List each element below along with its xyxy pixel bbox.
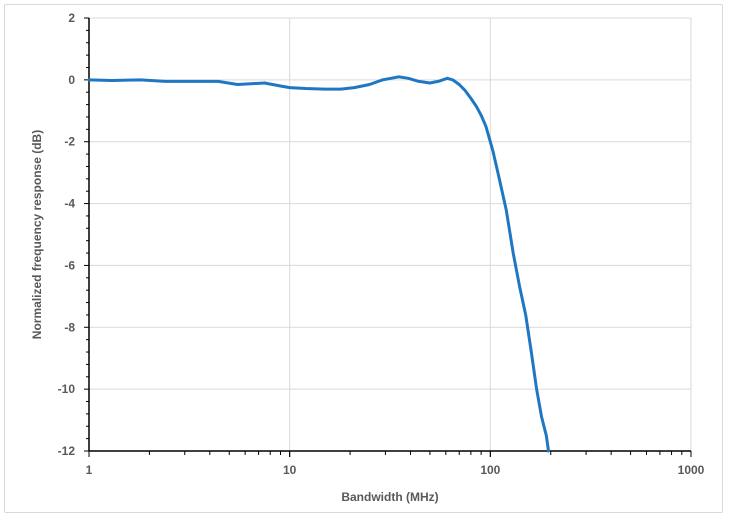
y-tick-label: -6 — [64, 258, 75, 272]
series-layer — [87, 75, 550, 453]
tick-labels: 2 0 -2 -4 -6 -8 -10 -12 1 10 100 1000 — [58, 11, 705, 477]
y-tick-label: -8 — [64, 320, 75, 334]
y-axis-title: Normalized frequency response (dB) — [30, 130, 44, 339]
y-tick-label: -12 — [58, 444, 76, 458]
x-tick-label: 1 — [86, 463, 93, 477]
y-tick-label: -2 — [64, 135, 75, 149]
chart-frame — [4, 4, 723, 513]
x-axis-title: Bandwidth (MHz) — [341, 490, 438, 504]
y-tick-label: 0 — [68, 73, 75, 87]
x-tick-label: 10 — [283, 463, 297, 477]
y-tick-label: -4 — [64, 197, 75, 211]
x-tick-label: 1000 — [678, 463, 705, 477]
axes — [84, 17, 692, 457]
y-tick-label: 2 — [68, 11, 75, 25]
series-line — [87, 75, 550, 453]
grid-lines — [89, 17, 692, 451]
x-tick-label: 100 — [480, 463, 500, 477]
y-tick-label: -10 — [58, 382, 76, 396]
